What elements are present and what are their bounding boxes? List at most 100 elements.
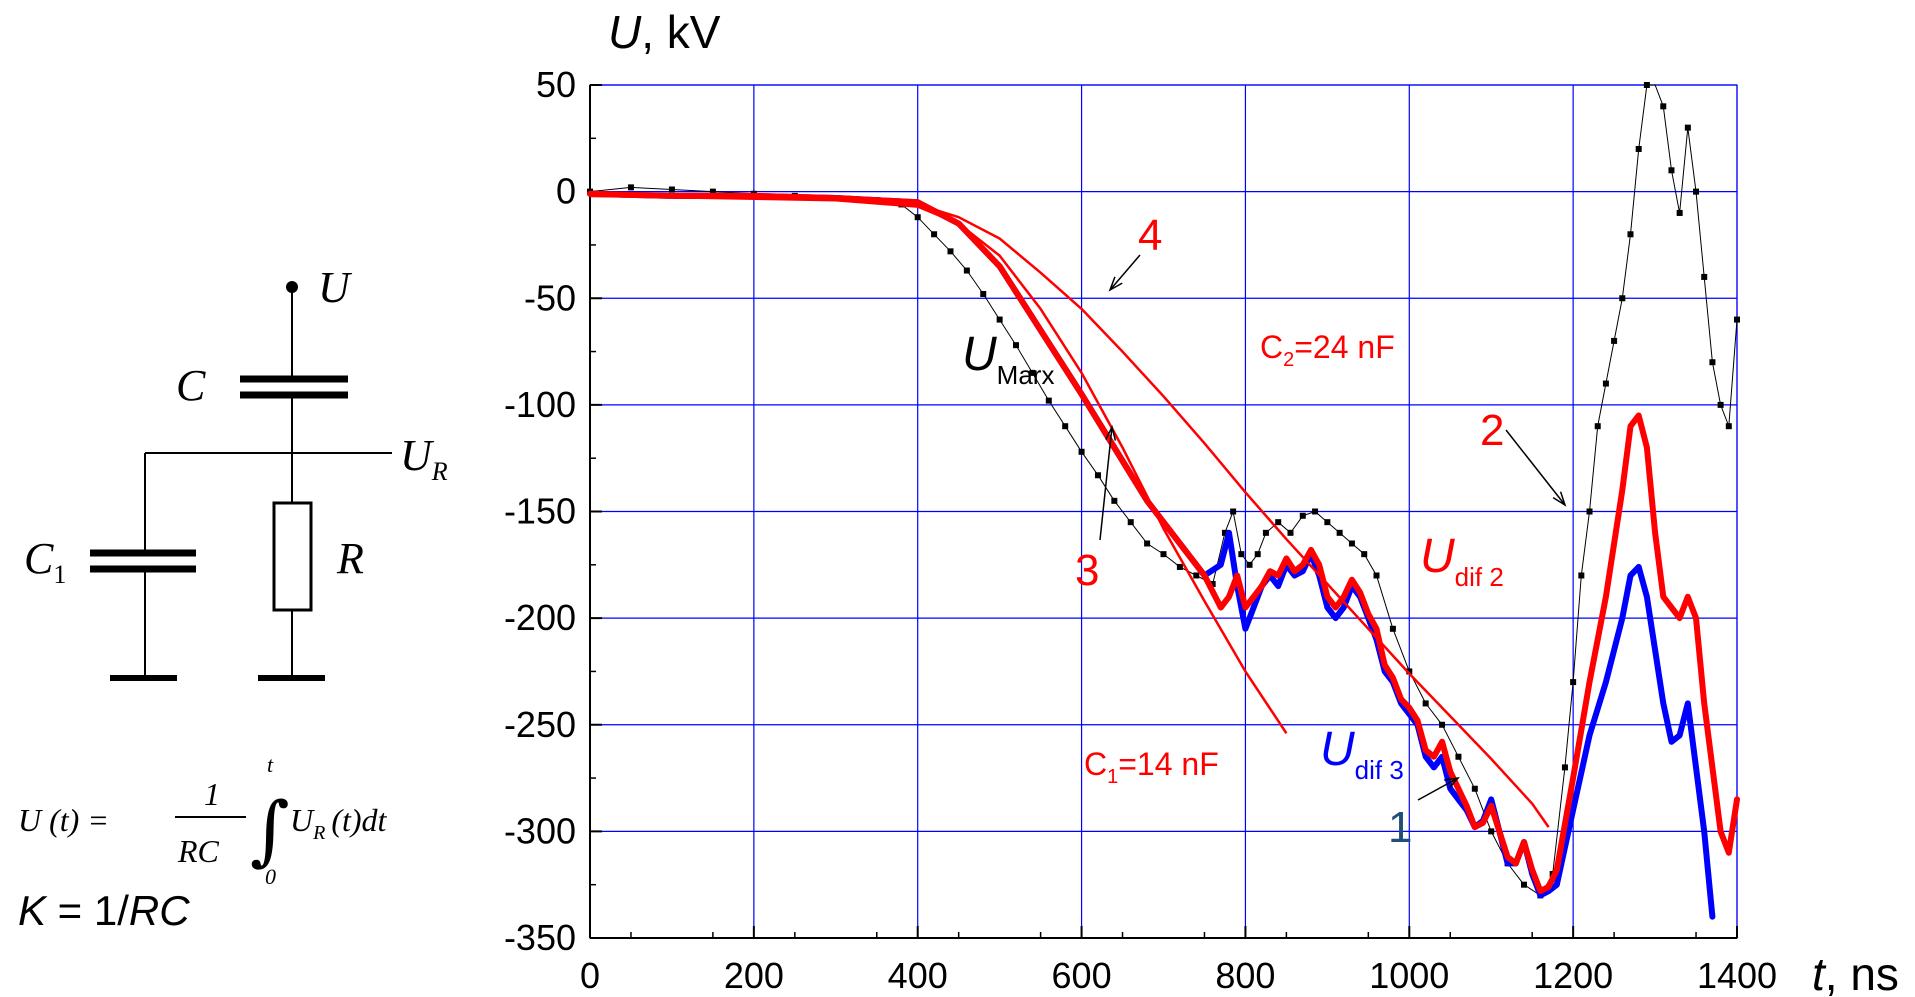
- data-point-marx: [1561, 764, 1568, 771]
- arrow-to-curve-3-head: [1105, 424, 1117, 441]
- data-point-marx: [1230, 508, 1237, 515]
- data-point-marx: [1471, 785, 1478, 792]
- data-point-marx: [709, 188, 716, 195]
- y-tick-label: -200: [504, 597, 576, 638]
- data-point-marx: [1287, 529, 1294, 536]
- data-point-marx: [1668, 167, 1675, 174]
- label-u-marx: UMarx: [962, 328, 1054, 390]
- y-tick-label: 50: [536, 64, 576, 105]
- data-point-marx: [996, 316, 1003, 323]
- x-tick-label: 800: [1215, 955, 1275, 996]
- series-line-marx: [589, 84, 1738, 897]
- series-group: [587, 82, 1740, 920]
- data-point-marx: [1422, 700, 1429, 707]
- data-point-marx: [1602, 380, 1609, 387]
- data-point-marx: [1209, 581, 1216, 588]
- data-point-marx: [1684, 124, 1691, 131]
- label-c2: C2=24 nF: [1260, 329, 1395, 371]
- y-tick-label: 0: [556, 171, 576, 212]
- data-point-marx: [1594, 423, 1601, 430]
- data-point-marx: [1144, 540, 1151, 547]
- data-point-marx: [1045, 397, 1052, 404]
- arrow-to-curve-1: [1417, 777, 1459, 801]
- arrow-to-curve-2-head: [1552, 491, 1567, 507]
- data-point-marx: [1078, 448, 1085, 455]
- arrow-to-curve-4: [1109, 254, 1141, 291]
- y-tick-label: -300: [504, 810, 576, 851]
- arrow-to-curve-1-head: [1444, 776, 1460, 789]
- data-point-marx: [1725, 423, 1732, 430]
- y-tick-label: -150: [504, 491, 576, 532]
- label-ur-node: UR: [400, 431, 448, 486]
- data-point-marx: [1619, 295, 1626, 302]
- data-point-marx: [1254, 551, 1261, 558]
- data-point-marx: [1660, 103, 1667, 110]
- data-point-marx: [963, 267, 970, 274]
- arrow-to-curve-2: [1505, 429, 1566, 506]
- data-point-marx: [1488, 828, 1495, 835]
- circuit-schematic: [90, 281, 392, 681]
- data-point-marx: [1389, 625, 1396, 632]
- data-point-marx: [1701, 273, 1708, 280]
- x-tick-label: 1400: [1697, 955, 1777, 996]
- data-point-marx: [1611, 337, 1618, 344]
- data-point-marx: [627, 184, 634, 191]
- data-point-marx: [1324, 519, 1331, 526]
- formula-numerator: 1: [204, 776, 220, 812]
- y-axis-label: U, kV: [608, 6, 721, 58]
- data-point-marx: [1373, 572, 1380, 579]
- x-tick-label: 600: [1052, 955, 1112, 996]
- formula-upper-limit: t: [267, 752, 274, 777]
- label-u-dif3: Udif 3: [1320, 723, 1404, 785]
- label-c1: C1=14 nF: [1084, 746, 1219, 788]
- y-tick-label: -50: [524, 277, 576, 318]
- data-point-marx: [1193, 572, 1200, 579]
- arrow-to-curve-3: [1099, 426, 1113, 541]
- y-tick-label: -100: [504, 384, 576, 425]
- data-point-marx: [980, 290, 987, 297]
- ticks: 0 200 400 600 800 1000 1200 1400 50 0 -50 -100 -150 -…: [504, 64, 1777, 996]
- formula-lhs: U (t) =: [18, 802, 109, 838]
- data-point-marx: [1455, 753, 1462, 760]
- label-resistor-r: R: [336, 534, 364, 583]
- y-tick-label: -350: [504, 917, 576, 958]
- data-point-marx: [1013, 342, 1020, 349]
- data-point-marx: [1361, 551, 1368, 558]
- data-point-marx: [1221, 529, 1228, 536]
- data-point-marx: [1709, 359, 1716, 366]
- data-point-marx: [1520, 881, 1527, 888]
- x-tick-label: 1000: [1369, 955, 1449, 996]
- data-point-marx: [1299, 512, 1306, 519]
- formula-lower-limit: 0: [265, 864, 276, 889]
- x-tick-label: 1200: [1533, 955, 1613, 996]
- series-fit-line-3: [589, 194, 1288, 734]
- series-line-1: [587, 190, 1716, 920]
- label-curve-4: 4: [1138, 211, 1162, 260]
- label-curve-1: 1: [1388, 803, 1412, 852]
- data-point-marx: [1127, 519, 1134, 526]
- data-point-marx: [1111, 497, 1118, 504]
- data-point-marx: [1062, 423, 1069, 430]
- data-point-marx: [668, 186, 675, 193]
- data-point-marx: [1586, 508, 1593, 515]
- data-point-marx: [1312, 508, 1319, 515]
- label-curve-2: 2: [1480, 406, 1504, 455]
- x-axis-label: t, ns: [1812, 948, 1899, 997]
- data-point-marx: [1262, 529, 1269, 536]
- data-point-marx: [1627, 231, 1634, 238]
- annotations: [1099, 254, 1567, 801]
- chart: 0 200 400 600 800 1000 1200 1400 50 0 -50 -100 -150 -…: [504, 64, 1777, 996]
- data-point-marx: [1160, 551, 1167, 558]
- formula-denominator: RC: [177, 833, 220, 869]
- y-tick-label: -250: [504, 704, 576, 745]
- data-point-marx: [914, 214, 921, 221]
- data-point-marx: [1029, 369, 1036, 376]
- formula-integral-sign: ∫: [250, 785, 290, 874]
- data-point-marx: [1693, 188, 1700, 195]
- data-point-marx: [1176, 563, 1183, 570]
- series-fit-line-4: [589, 194, 1550, 828]
- resistor-r: [272, 501, 313, 612]
- data-point-marx: [1643, 82, 1650, 88]
- data-point-marx: [1717, 401, 1724, 408]
- series-line-2: [587, 190, 1740, 895]
